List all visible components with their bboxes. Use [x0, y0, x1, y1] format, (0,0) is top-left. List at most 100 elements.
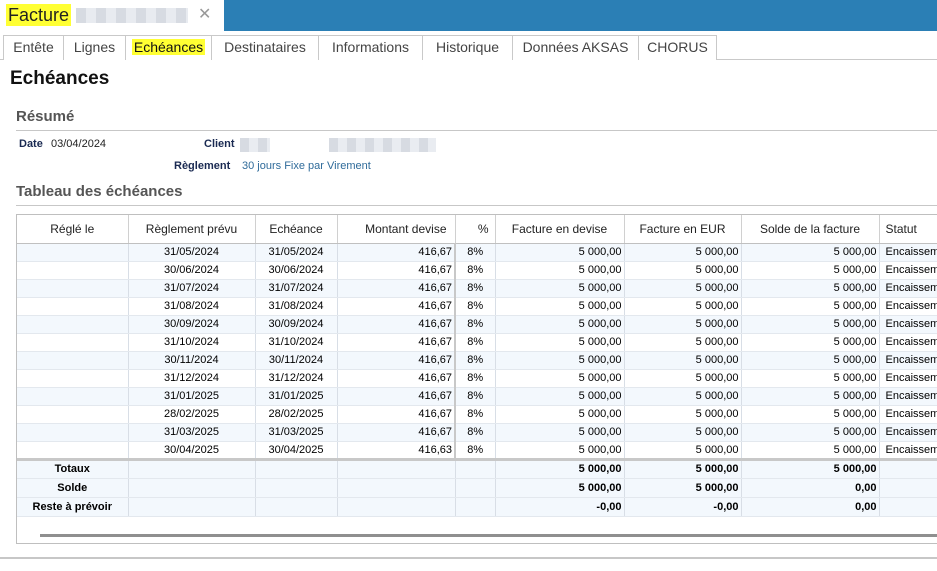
table-row[interactable]: 31/05/2024 31/05/2024 416,67 8% 5 000,00 5 00…	[17, 243, 937, 262]
table-cell	[17, 243, 129, 262]
footer-cell: -0,00	[495, 497, 625, 517]
table-cell: 8%	[454, 315, 496, 334]
table-cell: 5 000,00	[495, 315, 625, 334]
footer-row: Totaux 5 000,00 5 000,00 5 000,00	[17, 457, 937, 479]
table-cell: 416,67	[337, 369, 456, 388]
tab-historique[interactable]: Historique	[422, 35, 513, 60]
footer-cell	[879, 478, 937, 498]
table-row[interactable]: 30/04/2025 30/04/2025 416,63 8% 5 000,00 5 00…	[17, 441, 937, 460]
footer-cell	[879, 497, 937, 517]
table-cell: 5 000,00	[624, 405, 742, 424]
column-header[interactable]: Réglé le	[17, 215, 129, 244]
tab-entete[interactable]: Entête	[3, 35, 64, 60]
column-header[interactable]: Echéance	[255, 215, 338, 244]
table-cell	[17, 387, 129, 406]
footer-row: Reste à prévoir -0,00 -0,00 0,00	[17, 497, 937, 517]
footer-cell: 0,00	[741, 478, 880, 498]
table-cell: Encaissem	[879, 297, 937, 316]
table-row[interactable]: 28/02/2025 28/02/2025 416,67 8% 5 000,00 5 00…	[17, 405, 937, 424]
tab-lignes[interactable]: Lignes	[63, 35, 126, 60]
table-cell: 5 000,00	[741, 423, 880, 442]
table-cell: Encaissem	[879, 261, 937, 280]
table-cell: Encaissem	[879, 279, 937, 298]
column-header[interactable]: Facture en EUR	[624, 215, 742, 244]
table-cell: 5 000,00	[741, 369, 880, 388]
table-cell: 5 000,00	[495, 405, 625, 424]
table-cell: 31/07/2024	[255, 279, 338, 298]
horizontal-scrollbar[interactable]	[40, 534, 937, 537]
reglement-value[interactable]: 30 jours Fixe par Virement	[242, 160, 371, 172]
table-row[interactable]: 31/12/2024 31/12/2024 416,67 8% 5 000,00 5 00…	[17, 369, 937, 388]
table-cell: 5 000,00	[624, 279, 742, 298]
table-row[interactable]: 31/10/2024 31/10/2024 416,67 8% 5 000,00 5 00…	[17, 333, 937, 352]
table-cell: 5 000,00	[624, 243, 742, 262]
footer-cell	[255, 478, 338, 498]
tab-destinataires[interactable]: Destinataires	[211, 35, 319, 60]
table-cell: 5 000,00	[741, 387, 880, 406]
table-row[interactable]: 31/01/2025 31/01/2025 416,67 8% 5 000,00 5 00…	[17, 387, 937, 406]
tab-label: Données AKSAS	[522, 39, 629, 55]
table-cell: 416,67	[337, 333, 456, 352]
tab-chorus[interactable]: CHORUS	[638, 35, 717, 60]
column-header[interactable]: Montant devise	[337, 215, 456, 244]
table-cell: 416,63	[337, 441, 456, 460]
tab-bar: Entête Lignes Echéances Destinataires In…	[0, 33, 937, 60]
table-cell: 30/06/2024	[128, 261, 256, 280]
table-row[interactable]: 31/03/2025 31/03/2025 416,67 8% 5 000,00 5 00…	[17, 423, 937, 442]
table-cell: 5 000,00	[495, 243, 625, 262]
table-cell: 5 000,00	[624, 297, 742, 316]
table-row[interactable]: 31/07/2024 31/07/2024 416,67 8% 5 000,00 5 00…	[17, 279, 937, 298]
column-header[interactable]: %	[455, 215, 496, 244]
table-cell: 8%	[454, 423, 496, 442]
table-row[interactable]: 30/09/2024 30/09/2024 416,67 8% 5 000,00 5 00…	[17, 315, 937, 334]
table-cell: 30/04/2025	[128, 441, 256, 460]
footer-row: Solde 5 000,00 5 000,00 0,00	[17, 478, 937, 498]
table-cell: 5 000,00	[741, 261, 880, 280]
footer-cell	[879, 457, 937, 479]
table-cell	[17, 333, 129, 352]
table-cell: 416,67	[337, 243, 456, 262]
table-cell	[17, 441, 129, 460]
footer-cell	[337, 497, 456, 517]
footer-label: Solde	[17, 478, 129, 498]
table-cell: 31/12/2024	[255, 369, 338, 388]
column-header[interactable]: Solde de la facture	[741, 215, 880, 244]
column-header[interactable]: Statut	[879, 215, 937, 244]
column-header[interactable]: Règlement prévu	[128, 215, 256, 244]
tab-donnees-aksas[interactable]: Données AKSAS	[512, 35, 639, 60]
table-cell: Encaissem	[879, 387, 937, 406]
client-label: Client	[204, 138, 235, 150]
tab-echeances[interactable]: Echéances	[125, 35, 212, 60]
tab-label: Entête	[13, 39, 54, 55]
footer-cell	[128, 457, 256, 479]
table-cell: 416,67	[337, 387, 456, 406]
table-cell	[17, 261, 129, 280]
table-cell: 5 000,00	[495, 333, 625, 352]
close-icon[interactable]: ✕	[198, 6, 212, 23]
tab-informations[interactable]: Informations	[318, 35, 423, 60]
table-cell: 5 000,00	[495, 279, 625, 298]
table-cell: 5 000,00	[741, 405, 880, 424]
redacted-client-code	[240, 138, 270, 152]
table-cell	[17, 297, 129, 316]
page-title: Echéances	[10, 68, 110, 89]
footer-label: Totaux	[17, 457, 129, 479]
table-cell: 416,67	[337, 297, 456, 316]
table-cell: 31/10/2024	[128, 333, 256, 352]
table-cell: 8%	[454, 243, 496, 262]
echeances-table: Réglé le Règlement prévu Echéance Montan…	[17, 215, 937, 517]
date-value: 03/04/2024	[51, 138, 107, 150]
footer-cell	[337, 478, 456, 498]
table-cell	[17, 351, 129, 370]
footer-cell	[255, 457, 338, 479]
table-cell: 5 000,00	[741, 297, 880, 316]
footer-cell	[337, 457, 456, 479]
table-row[interactable]: 31/08/2024 31/08/2024 416,67 8% 5 000,00 5 00…	[17, 297, 937, 316]
table-cell: 5 000,00	[495, 387, 625, 406]
table-row[interactable]: 30/06/2024 30/06/2024 416,67 8% 5 000,00 5 00…	[17, 261, 937, 280]
table-row[interactable]: 30/11/2024 30/11/2024 416,67 8% 5 000,00 5 00…	[17, 351, 937, 370]
document-tab[interactable]: Facture ✕	[0, 0, 224, 31]
column-header[interactable]: Facture en devise	[495, 215, 625, 244]
footer-cell	[255, 497, 338, 517]
table-cell: 8%	[454, 333, 496, 352]
